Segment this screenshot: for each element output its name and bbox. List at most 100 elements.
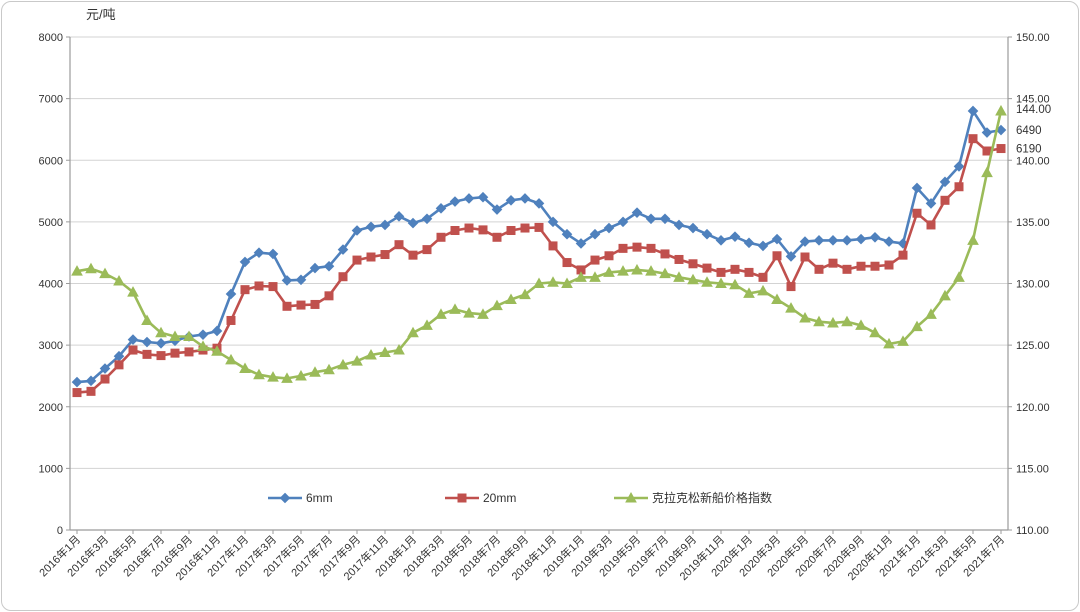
series-20mm-marker [688,259,698,269]
legend-marker-20mm [457,493,467,503]
series-克拉克松新船价格指数-marker [925,308,937,319]
series-克拉克松新船价格指数-marker [785,302,797,313]
series-6mm-marker [967,105,979,117]
end-label-144.00: 144.00 [1016,104,1051,116]
series-6mm-marker [533,198,545,209]
series-20mm-marker [226,315,236,325]
series-6mm-marker [743,237,755,249]
series-6mm-marker [239,256,251,268]
series-20mm-marker [422,245,432,255]
series-6mm-marker [225,288,237,300]
right-axis-label: 145.00 [1016,94,1050,106]
series-6mm-marker [813,235,825,246]
series-克拉克松新船价格指数-marker [757,284,769,296]
series-克拉克松新船价格指数-marker [337,358,349,370]
series-克拉克松新船价格指数-marker [911,320,923,332]
series-克拉克松新船价格指数-marker [295,369,307,381]
series-20mm-marker [296,300,306,310]
series-20mm-marker [716,267,726,277]
series-20mm-marker [142,349,152,359]
series-克拉克松新船价格指数-marker [687,273,699,285]
series-克拉克松新船价格指数-marker [547,276,559,287]
series-6mm-marker [883,236,895,247]
series-6mm-marker [365,221,377,233]
series-6mm-marker [477,191,489,203]
series-20mm-marker [660,249,670,259]
series-20mm-marker [828,258,838,268]
series-6mm-marker [295,274,307,286]
series-20mm-marker [366,252,376,262]
series-6mm-marker [127,334,139,345]
left-axis-label: 5000 [39,217,63,229]
series-6mm-marker [253,247,265,258]
series-6mm-marker [841,235,853,246]
series-20mm-marker [184,347,194,357]
series-6mm-marker [939,176,951,188]
right-axis-label: 125.00 [1016,340,1050,352]
series-克拉克松新船价格指数-marker [561,277,573,288]
series-克拉克松新船价格指数-marker [127,286,139,297]
series-克拉克松新船价格指数-marker [281,372,293,383]
series-20mm-marker [86,386,96,396]
series-6mm-marker [617,216,629,228]
series-20mm-marker [800,252,810,262]
series-6mm-marker [211,325,223,337]
left-axis-label: 4000 [39,279,63,291]
series-20mm-marker [534,222,544,232]
series-克拉克松新船价格指数-marker [141,314,153,325]
right-axis-label: 115.00 [1016,463,1049,475]
series-20mm-marker [604,251,614,261]
series-6mm-marker [421,213,433,225]
end-label-6190: 6190 [1016,144,1042,156]
series-6mm-marker [631,207,643,218]
series-克拉克松新船价格指数-marker [631,263,643,275]
series-6mm-marker [323,260,335,272]
series-克拉克松新船价格指数-marker [981,166,993,178]
series-6mm-marker [99,363,111,374]
series-克拉克松新船价格指数-marker [701,276,713,287]
series-20mm-marker [548,241,558,251]
series-6mm-marker [379,219,391,231]
series-克拉克松新船价格指数-marker [897,335,909,346]
series-6mm-marker [267,248,279,260]
series-20mm-marker [562,258,572,268]
series-克拉克松新船价格指数-marker [827,316,839,328]
series-6mm-marker [715,235,727,246]
left-axis-label: 3000 [39,340,63,352]
series-20mm-marker [870,261,880,271]
series-6mm-marker [757,240,769,252]
series-6mm-marker [85,375,97,387]
series-20mm-marker [982,146,992,156]
series-20mm-marker [758,272,768,282]
series-20mm-marker [954,182,964,192]
series-克拉克松新船价格指数-marker [421,319,433,330]
left-axis-title: 元/吨 [86,7,116,22]
series-20mm-marker [590,255,600,265]
series-克拉克松新船价格指数-marker [743,287,755,298]
series-6mm-marker [701,228,713,240]
series-克拉克松新船价格指数-marker [491,299,503,311]
series-20mm-marker [842,264,852,274]
series-克拉克松新船价格指数-marker [239,362,251,374]
series-20mm-marker [450,226,460,236]
series-6mm-marker [561,228,573,240]
legend-label-20mm: 20mm [483,491,516,505]
series-6mm-marker [645,213,657,225]
series-克拉克松新船价格指数-marker [841,315,853,327]
series-克拉克松新船价格指数-marker [85,262,97,274]
series-6mm-marker [603,222,615,234]
series-克拉克松新船价格指数-marker [883,337,895,349]
series-6mm-marker [449,196,461,207]
right-axis-label: 120.00 [1016,402,1050,414]
series-6mm-marker [435,203,447,214]
series-20mm-marker [338,272,348,282]
series-6mm-marker [155,337,167,349]
series-20mm-marker [100,374,110,384]
series-6mm-marker [281,275,293,286]
series-克拉克松新船价格指数-marker [799,311,811,323]
series-克拉克松新船价格指数-marker [519,288,531,300]
left-axis-label: 7000 [39,94,63,106]
series-6mm-marker [869,231,881,243]
series-20mm-marker [72,388,82,398]
series-20mm-marker [968,134,978,144]
